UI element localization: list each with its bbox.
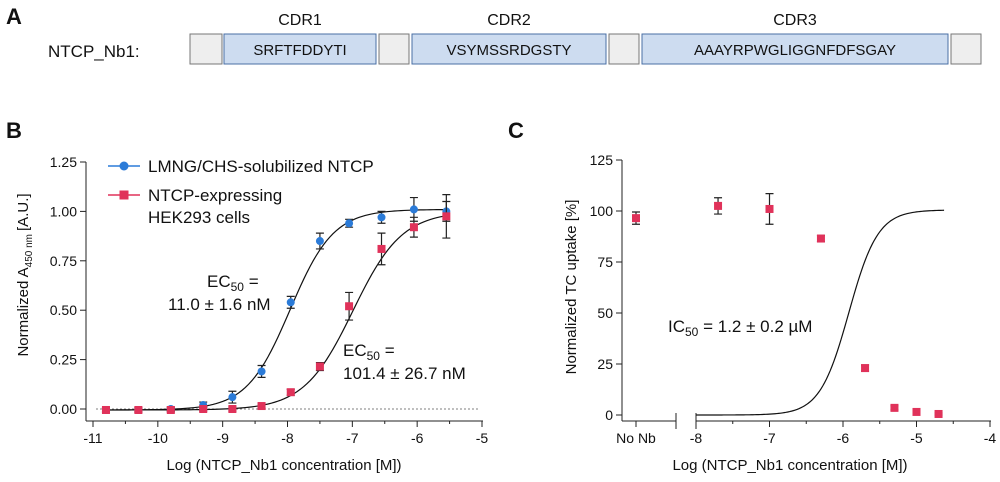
chart-c-y-axis-label: Normalized TC uptake [%] [563,200,580,375]
chart-b-point-blue [377,213,386,222]
framework-region-2 [378,33,410,65]
chart-c-axes: 0 25 50 75 100 125 -8 -7 -6 -5 -4 No Nb [590,152,997,446]
panel-a: A NTCP_Nb1: CDR1 CDR2 CDR3 SRFTFDDYTI VS… [6,4,982,65]
chart-c-point-red [816,234,825,243]
chart-b-y-axis-label: Normalized A450 nm[A.U.] [15,193,35,356]
chart-b-point-red [315,362,324,371]
chart-b-point-red [286,388,295,397]
framework-region-3 [608,33,640,65]
chart-b-x-tick-label: -7 [346,430,359,446]
chart-b-point-red [257,402,266,411]
ec50-red-label: EC50 = [343,341,395,363]
chart-c-point-red [934,409,943,418]
chart-c-control-point [632,214,640,223]
panel-a-letter: A [6,4,22,29]
chart-b-x-tick-label: -6 [411,430,424,446]
chart-c-data-points [632,193,943,418]
legend-label-solubilized: LMNG/CHS-solubilized NTCP [148,157,374,176]
chart-b-fit-curves [102,208,447,411]
chart-c-y-tick-label: 25 [597,356,613,372]
chart-b-data-points [101,194,451,414]
chart-c-point-red [765,204,774,213]
chart-b-y-tick-label: 1.25 [50,154,77,170]
chart-c-point-red [861,364,870,373]
chart-b-point-red [409,223,418,232]
chart-b-point-blue [409,205,418,214]
panel-b: B 0.00 0.25 0.50 0.75 1.00 1.25 -11 -10 -9 -8 -7 -6… [6,118,488,474]
cdr3-box [641,33,949,65]
chart-c-x-tick-label: -7 [763,430,776,446]
chart-c-no-nb-tick-label: No Nb [616,430,656,446]
chart-b-point-red [345,302,354,311]
chart-c-point-red [714,201,723,210]
chart-b-x-tick-label: -10 [148,430,168,446]
cdr2-box [411,33,607,65]
chart-c-x-tick-label: -6 [837,430,850,446]
chart-c-x-axis-label: Log (NTCP_Nb1 concentration [M]) [672,457,907,474]
chart-b-point-red [101,405,110,414]
chart-b-point-red [228,405,237,413]
chart-c-x-tick-label: -4 [984,430,997,446]
legend-label-hek293-line1: NTCP-expressing [148,186,282,205]
chart-b-point-red [134,405,143,414]
chart-b-y-tick-label: 0.75 [50,253,77,269]
chart-b-y-tick-label: 0.25 [50,352,77,368]
cdr3-sequence: AAAYRPWGLIGGNFDFSGAY [694,42,896,59]
cdr3-label: CDR3 [773,12,817,29]
chart-b-point-blue [228,393,237,402]
legend-marker-red [119,190,129,200]
cdr1-sequence: SRFTFDDYTI [253,42,346,59]
chart-c-x-tick-label: -8 [690,430,703,446]
chart-c-y-tick-label: 75 [597,254,613,270]
panel-c-letter: C [508,118,524,143]
chart-b-point-blue [345,219,354,228]
cdr2-label: CDR2 [487,12,531,29]
panel-b-letter: B [6,118,22,143]
chart-c-fit-curve-red [696,209,945,416]
chart-b-y-tick-label: 1.00 [50,203,77,219]
chart-c-point-red [912,407,921,416]
cdr1-box [223,33,377,65]
ec50-blue-label: EC50 = [207,272,259,294]
chart-b-point-red [377,244,386,253]
chart-b-point-red [442,212,451,221]
chart-b-point-blue [286,298,295,307]
chart-c-y-tick-label: 100 [590,203,614,219]
chart-b-point-blue [315,237,324,246]
ic50-label: IC50 = 1.2 ± 0.2 µM [668,317,812,339]
chart-b-y-tick-label: 0.00 [50,401,77,417]
chart-b-point-red [166,405,175,414]
legend-marker-blue [119,161,129,171]
chart-c-y-tick-label: 0 [605,407,613,423]
chart-b-fit-curve-red [102,215,447,411]
chart-b-point-red [199,405,208,413]
chart-b-axes: 0.00 0.25 0.50 0.75 1.00 1.25 -11 -10 -9 -8 -7 -6 -5 [50,154,489,446]
cdr2-sequence: VSYMSSRDGSTY [446,42,571,59]
chart-b-legend: LMNG/CHS-solubilized NTCP NTCP-expressin… [108,157,374,227]
framework-region-1 [189,33,223,65]
chart-c-fit-curve [696,209,945,416]
chart-b-x-tick-label: -9 [216,430,229,446]
chart-b-x-tick-label: -5 [476,430,489,446]
ec50-red-value: 101.4 ± 26.7 nM [343,364,466,383]
legend-label-hek293-line2: HEK293 cells [148,208,250,227]
chart-c-y-tick-label: 125 [590,152,614,168]
construct-label: NTCP_Nb1: [48,42,140,61]
cdr1-label: CDR1 [278,12,322,29]
ec50-blue-value: 11.0 ± 1.6 nM [168,295,271,314]
chart-b-x-tick-label: -11 [83,430,102,446]
chart-b-x-tick-label: -8 [281,430,294,446]
chart-c-point-red [890,403,899,412]
chart-c-y-tick-label: 50 [597,305,613,321]
framework-region-4 [950,33,982,65]
chart-b-x-axis-label: Log (NTCP_Nb1 concentration [M]) [166,457,401,474]
panel-c: C 0 25 50 75 100 125 -8 -7 -6 -5 -4 No Nb Log (NTCP… [508,118,996,474]
chart-b-y-tick-label: 0.50 [50,302,77,318]
chart-b-point-blue [257,367,266,376]
chart-c-x-tick-label: -5 [910,430,923,446]
